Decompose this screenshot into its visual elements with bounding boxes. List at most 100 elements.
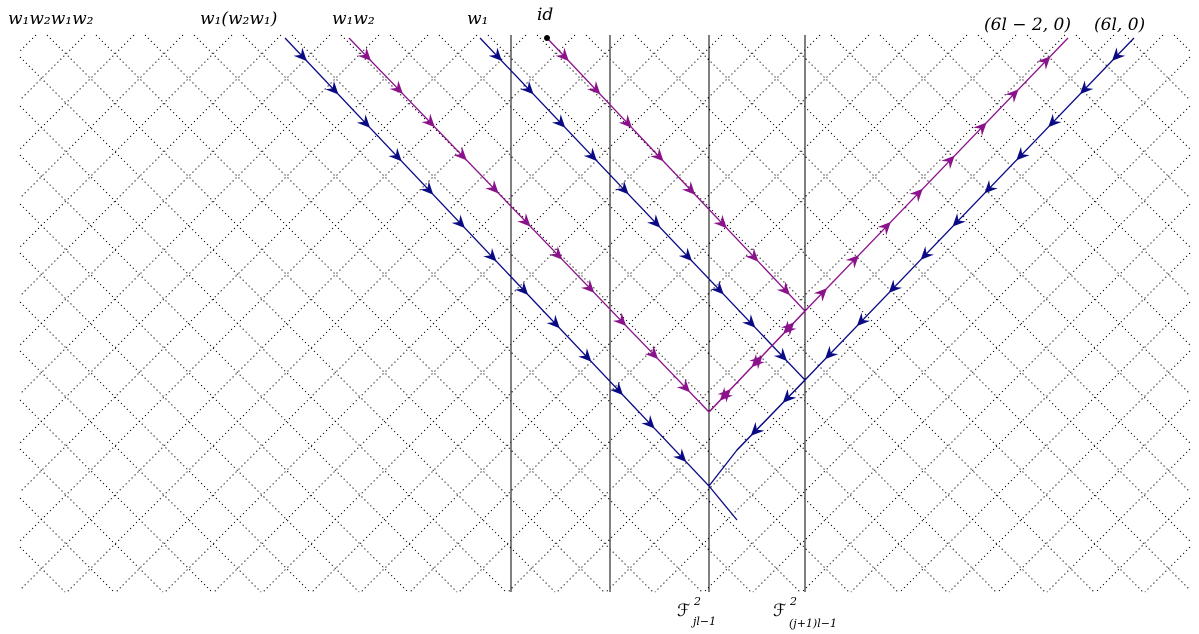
grid-line: [19, 34, 331, 346]
label-id: id: [537, 5, 553, 25]
grid-line: [66, 34, 625, 593]
grid-line: [144, 34, 703, 593]
label-f-jl-sub: jl−1: [690, 615, 716, 628]
grid-line: [19, 34, 86, 101]
grid-line: [850, 252, 1191, 593]
path-arrowhead: [941, 155, 955, 170]
grid-line: [879, 34, 1191, 346]
path-arrowhead: [1016, 146, 1030, 161]
grid-line: [1075, 34, 1191, 150]
path-arrowhead: [681, 181, 696, 195]
path-arrowhead: [520, 80, 534, 95]
grid-line: [732, 34, 1191, 493]
grid-line: [19, 34, 576, 591]
grid-line: [193, 34, 752, 593]
label-6l-minus-2-0: (6l − 2, 0): [984, 15, 1071, 35]
path-arrowhead: [420, 181, 434, 195]
path-from-6l: [708, 37, 1135, 487]
grid-line: [19, 34, 527, 542]
grid-line: [19, 34, 184, 199]
grid-line: [1095, 497, 1191, 593]
bottom-labels: ℱ 2 jl−1 ℱ 2 (j+1)l−1: [677, 595, 837, 630]
grid-line: [19, 105, 507, 593]
grid-line: [781, 34, 1191, 444]
path-arrowhead: [647, 214, 661, 228]
grid-line: [1124, 34, 1191, 101]
path-arrowhead: [920, 246, 934, 260]
grid-line: [19, 34, 233, 248]
path-arrowhead: [856, 312, 871, 327]
label-w1w2: w₁w₂: [332, 9, 375, 29]
path-arrowhead: [1037, 56, 1051, 70]
path-arrowhead: [551, 114, 566, 128]
path-line: [479, 37, 806, 451]
label-w1: w₁: [467, 9, 488, 29]
grid-line: [19, 301, 311, 593]
path-arrowhead: [517, 213, 531, 227]
path-arrowhead: [717, 388, 731, 403]
grid-line: [830, 34, 1191, 395]
path-arrowhead: [782, 389, 797, 403]
path-arrowhead: [650, 147, 664, 162]
path-arrowhead: [877, 221, 891, 236]
path-arrowhead: [750, 422, 765, 436]
grid-line: [389, 34, 948, 593]
path-arrowhead: [453, 146, 467, 161]
grid-line: [19, 34, 478, 493]
path-arrowhead: [293, 47, 307, 62]
path-arrowhead: [641, 415, 655, 429]
path-arrowhead: [745, 248, 759, 262]
grid-line: [683, 34, 1191, 542]
path-arrowhead: [813, 288, 828, 302]
path-arrowhead: [1080, 80, 1094, 95]
path-arrowhead: [514, 281, 529, 295]
path-line: [708, 37, 1135, 487]
grid-line: [46, 34, 605, 593]
path-arrowhead: [388, 147, 402, 162]
label-w1-w2w1: w₁(w₂w₁): [200, 9, 277, 29]
path-arrowhead: [587, 80, 601, 95]
grid-line: [19, 546, 66, 593]
grid-line: [997, 399, 1191, 593]
grid-line: [438, 34, 997, 593]
path-arrowhead: [618, 114, 633, 128]
grid-line: [977, 34, 1191, 248]
path-arrowhead: [389, 80, 403, 95]
grid-line: [115, 34, 674, 593]
dotted-diamond-grid: [19, 34, 1191, 593]
path-arrowhead: [952, 213, 966, 227]
top-labels: w₁w₂w₁w₂ w₁(w₂w₁) w₁w₂ w₁ id (6l − 2, 0)…: [8, 5, 1145, 35]
grid-line: [19, 34, 429, 444]
path-arrowhead: [485, 179, 499, 194]
grid-line: [19, 34, 37, 52]
path-arrowhead: [1111, 47, 1126, 61]
path-arrowhead: [710, 280, 724, 295]
grid-line: [536, 34, 1095, 593]
walk-paths: [284, 37, 1135, 521]
grid-line: [605, 34, 1164, 593]
path-arrowhead: [973, 122, 987, 136]
path-arrowhead: [555, 47, 569, 62]
path-arrowhead: [578, 348, 592, 362]
grid-line: [458, 34, 1017, 593]
path-arrowhead: [549, 246, 563, 260]
grid-line: [409, 34, 968, 593]
label-f-j1l-sup: 2: [789, 595, 797, 608]
path-arrowhead: [357, 47, 372, 61]
path-arrowhead: [421, 113, 435, 128]
path-arrowhead: [742, 314, 756, 328]
grid-line: [19, 34, 380, 395]
grid-line: [19, 497, 115, 593]
grid-line: [360, 34, 919, 593]
path-arrowhead: [673, 448, 687, 463]
grid-line: [1173, 34, 1191, 52]
path-arrowhead: [1005, 89, 1019, 103]
path-arrowhead: [909, 188, 923, 203]
path-arrowhead: [845, 254, 859, 269]
grid-line: [262, 34, 821, 593]
grid-line: [752, 154, 1191, 593]
path-arrowhead: [676, 378, 691, 393]
grid-line: [928, 34, 1191, 297]
grid-line: [1026, 34, 1191, 199]
grid-line: [95, 34, 654, 593]
